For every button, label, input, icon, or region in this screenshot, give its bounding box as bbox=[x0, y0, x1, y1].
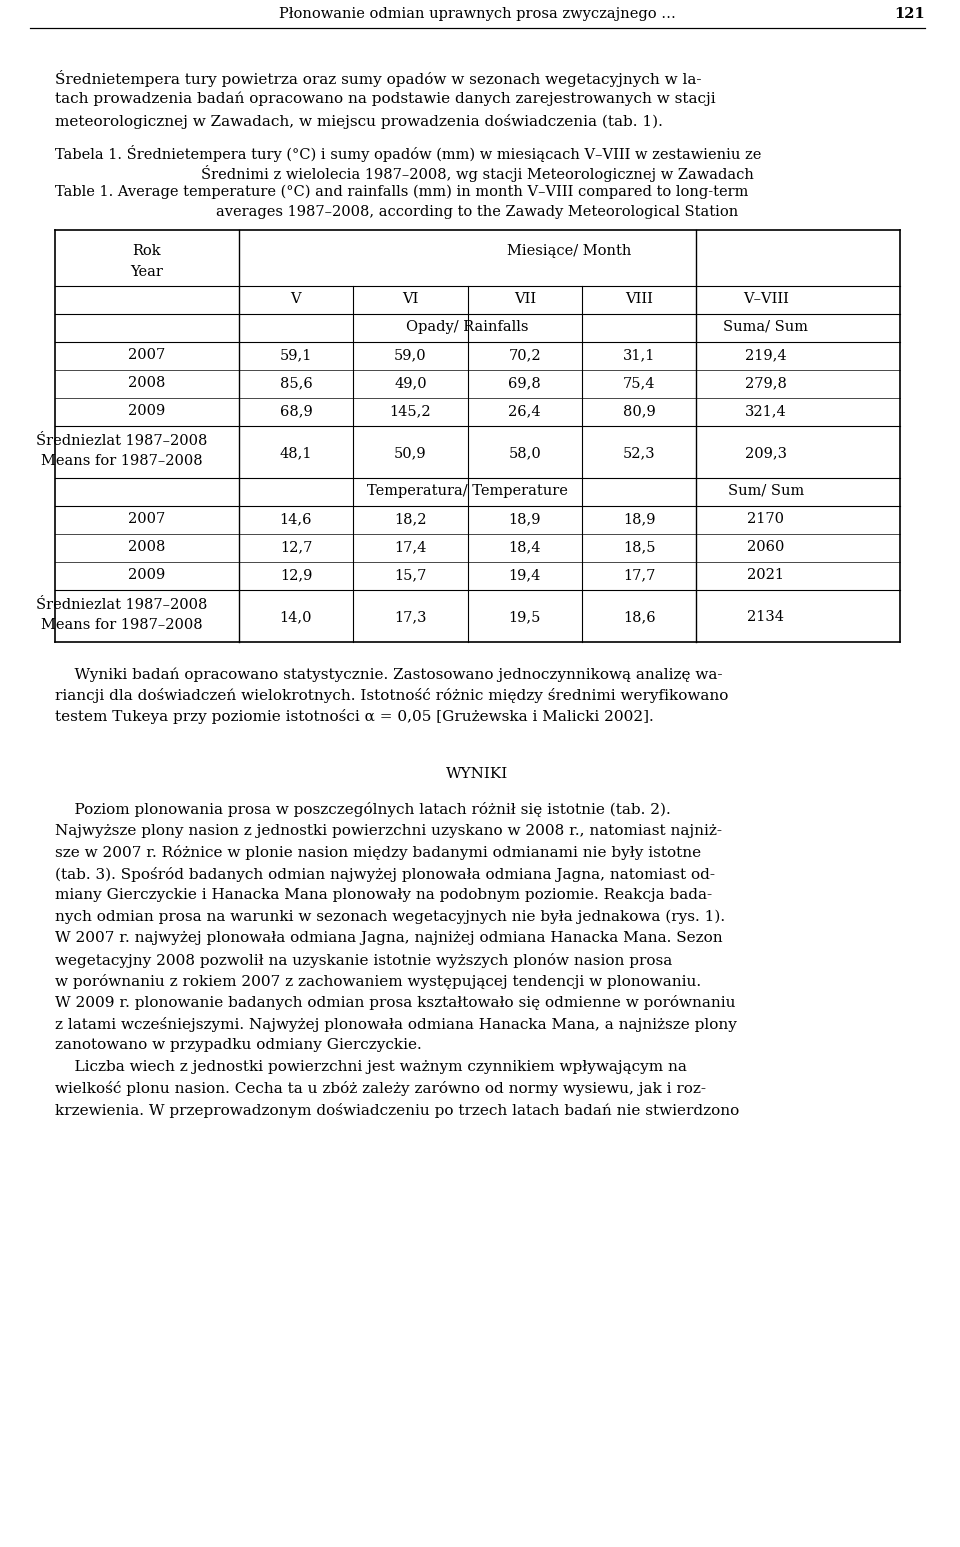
Text: meteorologicznej w Zawadach, w miejscu prowadzenia doświadczenia (tab. 1).: meteorologicznej w Zawadach, w miejscu p… bbox=[55, 114, 662, 128]
Text: nych odmian prosa na warunki w sezonach wegetacyjnych nie była jednakowa (rys. 1: nych odmian prosa na warunki w sezonach … bbox=[55, 910, 725, 924]
Text: z latami wcześniejszymi. Najwyżej plonowała odmiana Hanacka Mana, a najniższe pl: z latami wcześniejszymi. Najwyżej plonow… bbox=[55, 1016, 736, 1032]
Text: 209,3: 209,3 bbox=[745, 446, 787, 459]
Text: 14,6: 14,6 bbox=[279, 512, 312, 526]
Text: 2009: 2009 bbox=[128, 404, 165, 418]
Text: 31,1: 31,1 bbox=[623, 348, 656, 362]
Text: W 2007 r. najwyżej plonowała odmiana Jagna, najniżej odmiana Hanacka Mana. Sezon: W 2007 r. najwyżej plonowała odmiana Jag… bbox=[55, 931, 722, 945]
Text: wielkość plonu nasion. Cecha ta u zbóż zależy zarówno od normy wysiewu, jak i ro: wielkość plonu nasion. Cecha ta u zbóż z… bbox=[55, 1081, 706, 1097]
Text: Table 1. Average temperature (°C) and rainfalls (mm) in month V–VIII compared to: Table 1. Average temperature (°C) and ra… bbox=[55, 186, 748, 200]
Text: 18,9: 18,9 bbox=[509, 512, 541, 526]
Text: 58,0: 58,0 bbox=[509, 446, 541, 459]
Text: 2021: 2021 bbox=[748, 568, 784, 582]
Text: Miesiące/ Month: Miesiące/ Month bbox=[507, 244, 632, 258]
Text: wegetacyjny 2008 pozwolił na uzyskanie istotnie wyższych plonów nasion prosa: wegetacyjny 2008 pozwolił na uzyskanie i… bbox=[55, 953, 672, 967]
Text: 17,3: 17,3 bbox=[395, 610, 426, 623]
Text: 2008: 2008 bbox=[128, 376, 165, 390]
Text: (tab. 3). Spośród badanych odmian najwyżej plonowała odmiana Jagna, natomiast od: (tab. 3). Spośród badanych odmian najwyż… bbox=[55, 866, 714, 882]
Text: Suma/ Sum: Suma/ Sum bbox=[724, 320, 808, 334]
Text: 18,9: 18,9 bbox=[623, 512, 656, 526]
Text: 49,0: 49,0 bbox=[394, 376, 426, 390]
Text: 2134: 2134 bbox=[748, 610, 784, 623]
Text: 2008: 2008 bbox=[128, 540, 165, 554]
Text: 18,6: 18,6 bbox=[623, 610, 656, 623]
Text: 68,9: 68,9 bbox=[279, 404, 312, 418]
Text: 121: 121 bbox=[895, 8, 925, 22]
Text: Płonowanie odmian uprawnych prosa zwyczajnego …: Płonowanie odmian uprawnych prosa zwycza… bbox=[279, 8, 676, 22]
Text: Rok: Rok bbox=[132, 244, 161, 258]
Text: 2009: 2009 bbox=[128, 568, 165, 582]
Text: 70,2: 70,2 bbox=[509, 348, 541, 362]
Text: 17,4: 17,4 bbox=[395, 540, 426, 554]
Text: 12,7: 12,7 bbox=[279, 540, 312, 554]
Text: 2007: 2007 bbox=[128, 512, 165, 526]
Text: Najwyższe plony nasion z jednostki powierzchni uzyskano w 2008 r., natomiast naj: Najwyższe plony nasion z jednostki powie… bbox=[55, 823, 722, 837]
Text: 2007: 2007 bbox=[128, 348, 165, 362]
Text: V: V bbox=[291, 292, 301, 306]
Text: Poziom plonowania prosa w poszczególnych latach różnił się istotnie (tab. 2).: Poziom plonowania prosa w poszczególnych… bbox=[55, 801, 670, 817]
Text: 52,3: 52,3 bbox=[623, 446, 656, 459]
Text: krzewienia. W przeprowadzonym doświadczeniu po trzech latach badań nie stwierdzo: krzewienia. W przeprowadzonym doświadcze… bbox=[55, 1103, 739, 1118]
Text: riancji dla doświadczeń wielokrotnych. Istotność różnic między średnimi weryfiko: riancji dla doświadczeń wielokrotnych. I… bbox=[55, 688, 728, 702]
Text: 59,1: 59,1 bbox=[279, 348, 312, 362]
Text: VIII: VIII bbox=[625, 292, 653, 306]
Text: 85,6: 85,6 bbox=[279, 376, 312, 390]
Text: WYNIKI: WYNIKI bbox=[446, 767, 509, 781]
Text: 2170: 2170 bbox=[748, 512, 784, 526]
Text: miany Gierczyckie i Hanacka Mana plonowały na podobnym poziomie. Reakcja bada-: miany Gierczyckie i Hanacka Mana plonowa… bbox=[55, 888, 711, 902]
Text: VI: VI bbox=[402, 292, 419, 306]
Text: Means for 1987–2008: Means for 1987–2008 bbox=[41, 617, 203, 633]
Text: 219,4: 219,4 bbox=[745, 348, 787, 362]
Text: Średniezlat 1987–2008: Średniezlat 1987–2008 bbox=[36, 599, 207, 613]
Text: Means for 1987–2008: Means for 1987–2008 bbox=[41, 453, 203, 469]
Text: sze w 2007 r. Różnice w plonie nasion między badanymi odmianami nie były istotne: sze w 2007 r. Różnice w plonie nasion mi… bbox=[55, 845, 701, 860]
Text: 48,1: 48,1 bbox=[279, 446, 312, 459]
Text: W 2009 r. plonowanie badanych odmian prosa kształtowało się odmienne w porównani: W 2009 r. plonowanie badanych odmian pro… bbox=[55, 996, 735, 1010]
Text: Opady/ Rainfalls: Opady/ Rainfalls bbox=[406, 320, 529, 334]
Text: 279,8: 279,8 bbox=[745, 376, 787, 390]
Text: Średnimi z wielolecia 1987–2008, wg stacji Meteorologicznej w Zawadach: Średnimi z wielolecia 1987–2008, wg stac… bbox=[201, 166, 754, 183]
Text: 321,4: 321,4 bbox=[745, 404, 787, 418]
Text: Temperatura/ Temperature: Temperatura/ Temperature bbox=[367, 484, 568, 498]
Text: Średnietempera tury powietrza oraz sumy opadów w sezonach wegetacyjnych w la-: Średnietempera tury powietrza oraz sumy … bbox=[55, 70, 701, 87]
Text: V–VIII: V–VIII bbox=[743, 292, 789, 306]
Text: 19,4: 19,4 bbox=[509, 568, 540, 582]
Text: w porównaniu z rokiem 2007 z zachowaniem występującej tendencji w plonowaniu.: w porównaniu z rokiem 2007 z zachowaniem… bbox=[55, 975, 701, 989]
Text: testem Tukeya przy poziomie istotności α = 0,05 [Grużewska i Malicki 2002].: testem Tukeya przy poziomie istotności α… bbox=[55, 709, 654, 724]
Text: averages 1987–2008, according to the Zawady Meteorological Station: averages 1987–2008, according to the Zaw… bbox=[216, 206, 738, 220]
Text: 26,4: 26,4 bbox=[509, 404, 541, 418]
Text: 69,8: 69,8 bbox=[509, 376, 541, 390]
Text: 18,4: 18,4 bbox=[509, 540, 541, 554]
Text: 17,7: 17,7 bbox=[623, 568, 656, 582]
Text: 145,2: 145,2 bbox=[390, 404, 431, 418]
Text: 59,0: 59,0 bbox=[394, 348, 426, 362]
Text: 15,7: 15,7 bbox=[395, 568, 426, 582]
Text: VII: VII bbox=[514, 292, 536, 306]
Text: Średniezlat 1987–2008: Średniezlat 1987–2008 bbox=[36, 435, 207, 449]
Text: 18,2: 18,2 bbox=[395, 512, 426, 526]
Text: Wyniki badań opracowano statystycznie. Zastosowano jednoczynnikową analizę wa-: Wyniki badań opracowano statystycznie. Z… bbox=[55, 667, 722, 682]
Text: 19,5: 19,5 bbox=[509, 610, 540, 623]
Text: 2060: 2060 bbox=[747, 540, 784, 554]
Text: 12,9: 12,9 bbox=[279, 568, 312, 582]
Text: zanotowano w przypadku odmiany Gierczyckie.: zanotowano w przypadku odmiany Gierczyck… bbox=[55, 1038, 421, 1052]
Text: Liczba wiech z jednostki powierzchni jest ważnym czynnikiem wpływającym na: Liczba wiech z jednostki powierzchni jes… bbox=[55, 1060, 686, 1074]
Text: 18,5: 18,5 bbox=[623, 540, 656, 554]
Text: tach prowadzenia badań opracowano na podstawie danych zarejestrowanych w stacji: tach prowadzenia badań opracowano na pod… bbox=[55, 91, 715, 107]
Text: 14,0: 14,0 bbox=[279, 610, 312, 623]
Text: 50,9: 50,9 bbox=[394, 446, 426, 459]
Text: 80,9: 80,9 bbox=[623, 404, 656, 418]
Text: Year: Year bbox=[131, 265, 163, 278]
Text: Tabela 1. Średnietempera tury (°C) i sumy opadów (mm) w miesiącach V–VIII w zest: Tabela 1. Średnietempera tury (°C) i sum… bbox=[55, 145, 761, 162]
Text: 75,4: 75,4 bbox=[623, 376, 656, 390]
Text: Sum/ Sum: Sum/ Sum bbox=[728, 484, 804, 498]
